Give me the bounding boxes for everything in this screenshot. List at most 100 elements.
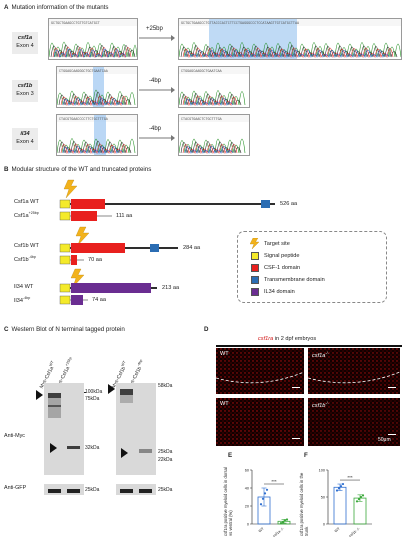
- image-label-name: csf1b: [312, 402, 326, 409]
- swatch: [251, 288, 259, 296]
- legend-item-target-site: Target site: [250, 238, 290, 249]
- marker-label: 25kDa: [158, 449, 173, 455]
- protein-structure-diagram: [59, 179, 275, 305]
- swatch: [251, 264, 259, 272]
- panel-a-letter: A: [4, 4, 9, 11]
- panel-b-title-text: Modular structure of the WT and truncate…: [11, 166, 152, 173]
- aa-length: 526 aa: [280, 201, 298, 207]
- triangle-marker-icon: [36, 390, 43, 400]
- data-point: [335, 489, 339, 492]
- chromatogram-il34-wt: CTACGTGAACCCCTTCTGCTTTGA: [56, 114, 138, 156]
- swatch: [251, 276, 259, 284]
- fluorescence-image: [308, 348, 400, 394]
- western-blot-csf1a-gfp: [44, 484, 84, 495]
- anti-gfp-label: Anti-GFP: [4, 485, 27, 491]
- scale-bar: [292, 387, 300, 389]
- legend-label: CSF-1 domain: [264, 265, 301, 271]
- mutation-change-label: -4bp: [149, 78, 162, 84]
- panel-c-title-text: Western Blot of N terminal tagged protei…: [11, 326, 125, 333]
- legend-item-transmembrane: Transmembrane domain: [251, 276, 325, 284]
- gene-box-il34: il34 Exon 4: [12, 128, 38, 150]
- data-point: [265, 488, 269, 491]
- arrow-icon: [139, 87, 175, 93]
- marker-label: 32kDa: [85, 445, 100, 451]
- lightning-icon: [75, 226, 90, 246]
- svg-text:CTGGAGCAAGGCTGAATCAA: CTGGAGCAAGGCTGAATCAA: [181, 70, 223, 74]
- aa-length: 111 aa: [116, 213, 133, 219]
- protein-sup: +25bp: [28, 211, 39, 215]
- protein-label: Csf1a WT: [14, 199, 39, 205]
- legend-item-il34-domain: IL34 domain: [251, 288, 295, 296]
- svg-text:GCTGCTGAAGCCTGTTGTCATGCT: GCTGCTGAAGCCTGTTGTCATGCT: [51, 22, 100, 26]
- panel-a-title-text: Mutation information of the mutants: [11, 4, 109, 11]
- bar: [333, 486, 347, 525]
- bar: [353, 497, 367, 525]
- lightning-icon: [250, 238, 259, 249]
- triangle-marker-icon: [108, 384, 115, 394]
- aa-length: 213 aa: [162, 285, 180, 291]
- gene-box-csf1a: csf1a Exon 4: [12, 32, 38, 54]
- panel-f-letter-wrap: F: [304, 452, 311, 459]
- chromatogram-il34-mut: CTACGTGAACTCTGCTTTGA: [178, 114, 250, 156]
- panel-d-title-rest: in 2 dpf embryos: [273, 336, 317, 342]
- scale-bar: [292, 438, 300, 440]
- gene-name: csf1b: [17, 83, 33, 89]
- image-label: csf1b-/-: [312, 401, 329, 409]
- mutation-change-label: -4bp: [149, 126, 162, 132]
- y-tick-label: 0: [323, 522, 325, 526]
- image-label: WT: [220, 351, 229, 357]
- image-label-name: csf1a: [312, 352, 326, 359]
- lane-sup: WT: [120, 360, 127, 367]
- protein-name: Csf1a: [14, 212, 29, 219]
- legend-label: Signal peptide: [264, 253, 300, 259]
- legend-label: Transmembrane domain: [264, 277, 325, 283]
- lane-sup: WT: [48, 360, 55, 367]
- y-tick-label: 0: [247, 522, 249, 526]
- svg-text:GCTGCTGAAGCCTGTTACCCACTCTTCCTG: GCTGCTGAAGCCTGTTACCCACTCTTCCTGAGGGCCCTCC…: [181, 22, 300, 26]
- triangle-marker-icon: [121, 448, 128, 458]
- protein-label: Csf1a+25bp: [14, 211, 39, 219]
- aa-length: 74 aa: [92, 297, 106, 303]
- gene-name: il34: [20, 131, 30, 137]
- data-point: [355, 500, 359, 503]
- panel-d-gene: csf1ra: [258, 336, 274, 342]
- data-point: [337, 487, 341, 490]
- y-tick-label: 50: [321, 495, 325, 499]
- arrow-icon: [139, 135, 175, 141]
- scale-bar: [388, 434, 396, 436]
- marker-label: 100kDa: [85, 389, 103, 395]
- data-point: [261, 497, 265, 500]
- image-label-sup: -/-: [325, 401, 329, 405]
- lane-sup: -4bp: [136, 358, 144, 367]
- data-point: [281, 521, 285, 524]
- x-tick-label: csf1b -/-: [348, 526, 361, 538]
- protein-label: Il34 WT: [14, 284, 33, 290]
- swatch: [251, 252, 259, 260]
- triangle-marker-icon: [50, 443, 57, 453]
- chromatogram-csf1b-wt: CTGGAGCAAGGGCTGCTGAATCAA: [56, 66, 138, 108]
- legend-label: IL34 domain: [264, 289, 295, 295]
- data-point: [259, 503, 263, 506]
- panel-b-title: B Modular structure of the WT and truncat…: [4, 166, 151, 173]
- lightning-icon: [63, 179, 78, 199]
- data-point: [285, 518, 289, 521]
- data-point: [361, 494, 365, 497]
- svg-text:CTGGAGCAAGGGCTGCTGAATCAA: CTGGAGCAAGGGCTGCTGAATCAA: [59, 70, 109, 74]
- significance-label: ***: [271, 479, 277, 484]
- aa-length: 70 aa: [88, 257, 102, 263]
- marker-label: 25kDa: [158, 487, 173, 493]
- exon-label: Exon 4: [16, 138, 34, 145]
- svg-text:CTACGTGAACCCCTTCTGCTTTGA: CTACGTGAACCCCTTCTGCTTTGA: [59, 118, 109, 122]
- panel-c-letter: C: [4, 326, 9, 333]
- legend-label: Target site: [264, 240, 290, 247]
- data-point: [341, 482, 345, 486]
- data-point: [357, 498, 361, 501]
- data-point: [359, 495, 363, 499]
- chromatogram-csf1b-mut: CTGGAGCAAGGCTGAATCAA: [178, 66, 250, 108]
- gene-box-csf1b: csf1b Exon 3: [12, 80, 38, 102]
- arrow-icon: [139, 35, 175, 41]
- marker-label: 22kDa: [158, 457, 173, 463]
- bar-chart-e: 0 20 40 60 WT csf1a -/- ***: [245, 468, 296, 538]
- legend-item-csf1-domain: CSF-1 domain: [251, 264, 300, 272]
- protein-label: Csf1b-4bp: [14, 255, 36, 263]
